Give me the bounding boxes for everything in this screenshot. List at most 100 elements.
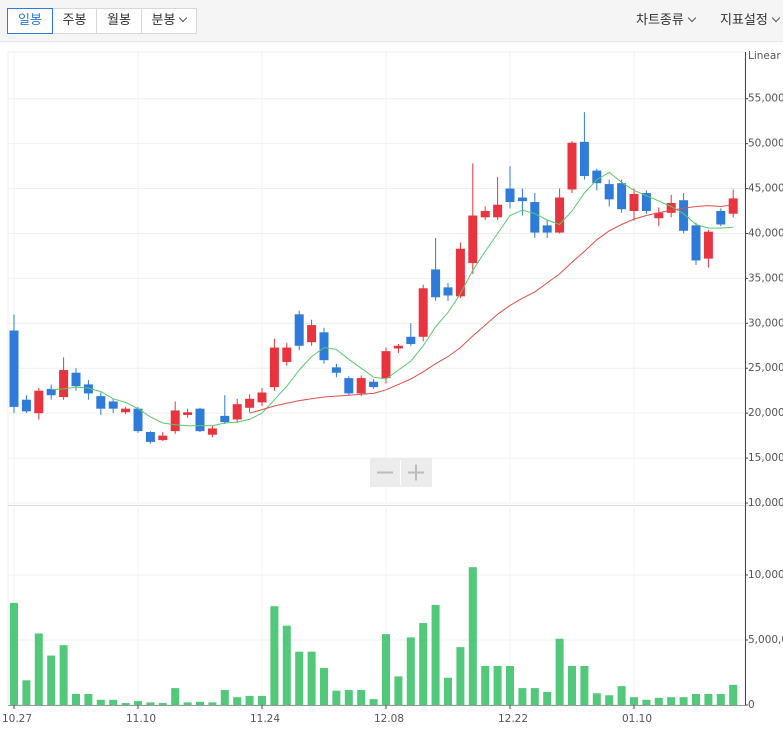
volume-bar (171, 688, 180, 705)
y-tick-label: 55,000 (748, 93, 783, 105)
candle-body (418, 288, 428, 337)
volume-bar (121, 703, 130, 705)
candle-body (703, 231, 713, 259)
x-tick-label: 11.24 (250, 713, 280, 725)
candle-body (34, 390, 44, 414)
volume-bar (481, 665, 490, 705)
volume-bar (344, 690, 353, 705)
volume-bar (34, 633, 43, 705)
volume-bar (406, 637, 415, 705)
volume-bar (332, 690, 341, 705)
volume-bar (667, 697, 676, 705)
y-tick-label: 50,000 (748, 138, 783, 150)
volume-bar (22, 680, 31, 705)
volume-bar (394, 676, 403, 705)
candle-body (393, 345, 403, 349)
moving-average-line (51, 171, 734, 427)
menu-label: 차트종류 (636, 13, 684, 28)
volume-bar (679, 697, 688, 705)
volume-bar (654, 697, 663, 705)
volume-bar (642, 699, 651, 705)
period-label: 분봉 (151, 13, 176, 28)
menu-label: 지표설정 (720, 13, 768, 28)
volume-bar (196, 701, 204, 705)
volume-bar (72, 693, 80, 705)
scale-label: Linear (748, 50, 781, 62)
candle-body (468, 215, 478, 264)
x-tick-label: 12.08 (374, 713, 404, 725)
period-tab[interactable]: 주봉 (52, 8, 97, 34)
candle-body (666, 202, 676, 213)
candle-body (617, 183, 627, 210)
period-tab[interactable]: 일봉 (7, 8, 53, 34)
candle-body (592, 170, 602, 184)
candle-body (654, 212, 664, 219)
candle-body (121, 408, 131, 413)
volume-bar (506, 665, 514, 705)
period-tab[interactable]: 월봉 (96, 8, 142, 34)
volume-bar (369, 699, 378, 705)
volume-tick-label: 0 (748, 699, 755, 711)
volume-bar (134, 701, 142, 705)
volume-bar (220, 690, 229, 705)
volume-bar (468, 567, 477, 705)
candle-body (369, 381, 379, 388)
candle-body (331, 367, 341, 373)
volume-bar (716, 693, 725, 705)
y-tick-label: 35,000 (748, 272, 783, 284)
volume-bar (109, 699, 118, 705)
volume-bar (84, 693, 93, 705)
volume-bar (295, 651, 304, 705)
candle-body (406, 336, 416, 344)
volume-tick-label: 5,000,000 (748, 634, 783, 646)
candle-body (257, 392, 267, 403)
candle-body (431, 269, 441, 298)
volume-bar (543, 691, 552, 705)
candle-body (728, 198, 738, 214)
candle-body (567, 142, 577, 190)
candle-body (195, 408, 205, 432)
candle-body (505, 188, 515, 203)
toolbar: 일봉 주봉 월봉 분봉 차트종류 지표설정 (0, 0, 783, 42)
volume-bar (493, 665, 502, 705)
volume-bar (270, 606, 279, 705)
moving-average-line (249, 204, 734, 414)
candle-body (108, 401, 118, 409)
volume-bar (233, 697, 242, 705)
candle-body (530, 202, 540, 233)
volume-bar (382, 634, 390, 705)
volume-bar (704, 693, 713, 705)
volume-bar (555, 638, 564, 705)
x-tick-label: 10.27 (2, 713, 32, 725)
chart-type-menu[interactable]: 차트종류 (636, 8, 697, 34)
candle-body (455, 248, 465, 297)
candle-body (629, 193, 639, 212)
volume-bar (158, 703, 167, 705)
volume-bar (419, 623, 428, 705)
volume-bar (431, 604, 440, 705)
period-tab[interactable]: 분봉 (141, 8, 197, 34)
candle-body (319, 332, 329, 361)
volume-bar (456, 647, 465, 705)
volume-bar (183, 702, 192, 705)
candle-body (356, 378, 366, 394)
candle-body (232, 404, 242, 420)
x-tick-label: 12.22 (498, 713, 528, 725)
volume-bar (605, 695, 614, 705)
candle-body (381, 351, 391, 379)
volume-bar (208, 702, 217, 705)
volume-bar (10, 602, 18, 705)
volume-bar (729, 684, 738, 705)
volume-bar (568, 665, 576, 705)
x-tick-label: 01.10 (622, 713, 652, 725)
volume-bar (357, 690, 366, 705)
candle-body (59, 370, 69, 397)
candle-body (9, 330, 19, 407)
volume-bar (444, 677, 452, 705)
indicator-menu[interactable]: 지표설정 (720, 8, 781, 34)
zoom-control[interactable] (370, 458, 432, 487)
candle-body (46, 388, 56, 396)
marks-layer (8, 52, 745, 706)
